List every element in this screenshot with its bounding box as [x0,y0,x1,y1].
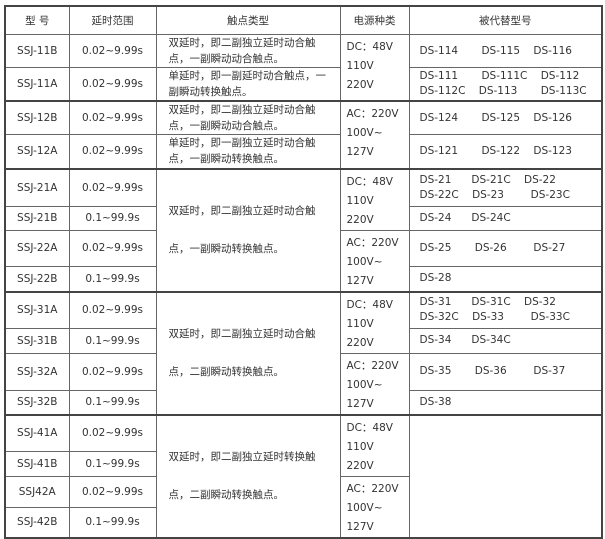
header-power: 电源种类 [339,5,410,35]
replaced-models-cell: DS-124 DS-125 DS-126 [408,100,603,135]
power-type-cell: AC：220V 100V~ 127V [339,352,410,415]
model-cell: SSJ-12B [4,100,70,135]
replaced-models-cell: DS-24 DS-24C [408,206,603,231]
model-cell: SSJ-31B [4,328,70,354]
table-row: SSJ-22B 0.1~99.9s DS-28 [4,265,603,293]
table-row: SSJ-22A 0.02~9.99s AC：220V 100V~ 127V DS-25… [4,229,603,292]
relay-spec-table: 型 号 延时范围 触点类型 电源种类 被代替型号 SSJ-11B 0.02~9.9… [4,5,603,539]
power-type-cell: DC：48V 110V 220V [339,34,410,102]
table-row: SSJ-21A 0.02~9.99s 双延时，即二副独立延时动合触点，一副瞬动转换触… [4,167,603,292]
model-cell: SSJ-22B [4,265,70,293]
replaced-models-cell: DS-25 DS-26 DS-27 [408,229,603,267]
delay-range-cell: 0.02~9.99s [68,413,157,452]
table-row: SSJ-12B 0.02~9.99s 双延时，即二副独立延时动合触点，一副瞬动动合触… [4,100,603,169]
contact-type-cell: 双延时，即二副独立延时转换触点，二副瞬动转换触点。 [155,413,341,538]
header-row: 型 号 延时范围 触点类型 电源种类 被代替型号 [4,5,603,35]
contact-type-cell: 双延时，即二副独立延时动合触点，二副瞬动转换触点。 [155,290,341,415]
power-type-cell: DC：48V 110V 220V [339,413,410,477]
contact-type-cell: 双延时，即二副独立延时动合触点，一副瞬动动合触点。 [155,100,341,135]
power-type-cell: AC：220V 100V~ 127V [339,100,410,169]
power-type-cell: DC：48V 110V 220V [339,290,410,354]
power-type-cell: AC：220V 100V~ 127V [339,229,410,292]
model-cell: SSJ-41B [4,450,70,477]
table-row: SSJ-11A 0.02~9.99s 单延时，即一副延时动合触点，一副瞬动转换触点。… [4,67,603,102]
replaced-models-cell: DS-111 DS-111C DS-112 DS-112C DS-113 DS-… [408,67,603,102]
delay-range-cell: 0.02~9.99s [68,290,157,330]
delay-range-cell: 0.02~9.99s [68,134,157,169]
model-cell: SSJ-32B [4,390,70,415]
table-row: SSJ-21B 0.1~99.9s DS-24 DS-24C [4,206,603,231]
replaced-models-cell: DS-28 [408,265,603,293]
header-replaced: 被代替型号 [408,5,603,35]
delay-range-cell: 0.02~9.99s [68,475,157,508]
model-cell: SSJ-32A [4,352,70,392]
delay-range-cell: 0.02~9.99s [68,34,157,68]
power-type-cell: DC：48V 110V 220V [339,167,410,231]
model-cell: SSJ-21B [4,206,70,231]
model-cell: SSJ-22A [4,229,70,267]
model-cell: SSJ-42B [4,506,70,539]
replaced-models-cell: DS-31 DS-31C DS-32 DS-32C DS-33 DS-33C [408,290,603,330]
header-contact: 触点类型 [155,5,341,35]
model-cell: SSJ-11A [4,67,70,102]
delay-range-cell: 0.02~9.99s [68,67,157,102]
replaced-models-cell: DS-121 DS-122 DS-123 [408,134,603,169]
delay-range-cell: 0.1~99.9s [68,390,157,415]
model-cell: SSJ-12A [4,134,70,169]
table-row: SSJ-31B 0.1~99.9s DS-34 DS-34C [4,328,603,354]
replaced-models-cell [408,413,603,538]
contact-type-cell: 单延时，即一副延时动合触点，一副瞬动转换触点。 [155,67,341,102]
model-cell: SSJ-31A [4,290,70,330]
delay-range-cell: 0.1~99.9s [68,506,157,539]
delay-range-cell: 0.1~99.9s [68,328,157,354]
model-cell: SSJ-21A [4,167,70,208]
header-delay: 延时范围 [68,5,157,35]
model-cell: SSJ-11B [4,34,70,68]
replaced-models-cell: DS-34 DS-34C [408,328,603,354]
delay-range-cell: 0.1~99.9s [68,206,157,231]
delay-range-cell: 0.02~9.99s [68,229,157,267]
power-type-cell: AC：220V 100V~ 127V [339,475,410,538]
header-model: 型 号 [4,5,70,35]
model-cell: SSJ42A [4,475,70,508]
table-row: SSJ-32A 0.02~9.99s AC：220V 100V~ 127V DS-35… [4,352,603,415]
replaced-models-cell: DS-38 [408,390,603,415]
model-cell: SSJ-41A [4,413,70,452]
contact-type-cell: 单延时，即一副独立延时动合触点，一副瞬动转换触点。 [155,134,341,169]
contact-type-cell: 双延时，即二副独立延时动合触点，一副瞬动转换触点。 [155,167,341,292]
delay-range-cell: 0.02~9.99s [68,100,157,135]
table-row: SSJ-41A 0.02~9.99s 双延时，即二副独立延时转换触点，二副瞬动转换触… [4,413,603,538]
table-row: SSJ-12A 0.02~9.99s 单延时，即一副独立延时动合触点，一副瞬动转换触… [4,134,603,169]
replaced-models-cell: DS-114 DS-115 DS-116 [408,34,603,68]
replaced-models-cell: DS-21 DS-21C DS-22 DS-22C DS-23 DS-23C [408,167,603,208]
delay-range-cell: 0.1~99.9s [68,450,157,477]
replaced-models-cell: DS-35 DS-36 DS-37 [408,352,603,392]
delay-range-cell: 0.1~99.9s [68,265,157,293]
table-row: SSJ-31A 0.02~9.99s 双延时，即二副独立延时动合触点，二副瞬动转换触… [4,290,603,415]
delay-range-cell: 0.02~9.99s [68,167,157,208]
delay-range-cell: 0.02~9.99s [68,352,157,392]
contact-type-cell: 双延时，即二副独立延时动合触点，一副瞬动动合触点。 [155,34,341,68]
table-row: SSJ-11B 0.02~9.99s 双延时，即二副独立延时动合触点，一副瞬动动合触… [4,34,603,102]
